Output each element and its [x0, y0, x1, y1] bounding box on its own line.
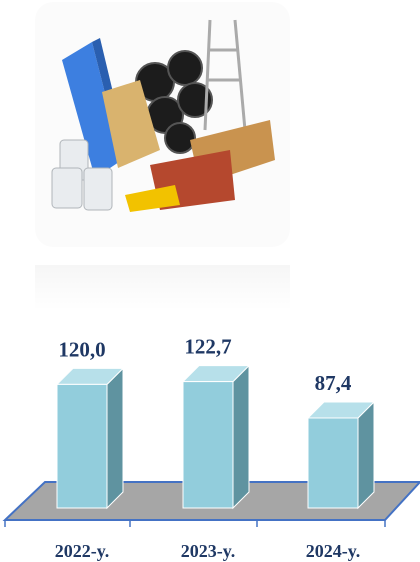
bar — [57, 384, 107, 508]
bar — [308, 418, 358, 508]
materials-illustration — [35, 2, 290, 310]
bar-side — [233, 366, 249, 508]
x-tick-label: 2022-y. — [55, 541, 110, 561]
bar-side — [107, 368, 123, 508]
value-label: 120,0 — [58, 337, 105, 361]
value-label: 122,7 — [184, 335, 231, 359]
x-tick-label: 2023-y. — [181, 541, 236, 561]
x-tick-label: 2024-y. — [306, 541, 361, 561]
reflection-fade — [35, 265, 290, 310]
bar — [183, 382, 233, 508]
floor-ticks — [5, 520, 385, 527]
bar-side — [358, 402, 374, 508]
page: {"chart_data": {"type": "bar", "categori… — [0, 0, 420, 562]
chart: 120,0 2022-y. 122,7 2023-y. 87,4 2024-y. — [0, 0, 420, 562]
value-label: 87,4 — [315, 371, 352, 395]
